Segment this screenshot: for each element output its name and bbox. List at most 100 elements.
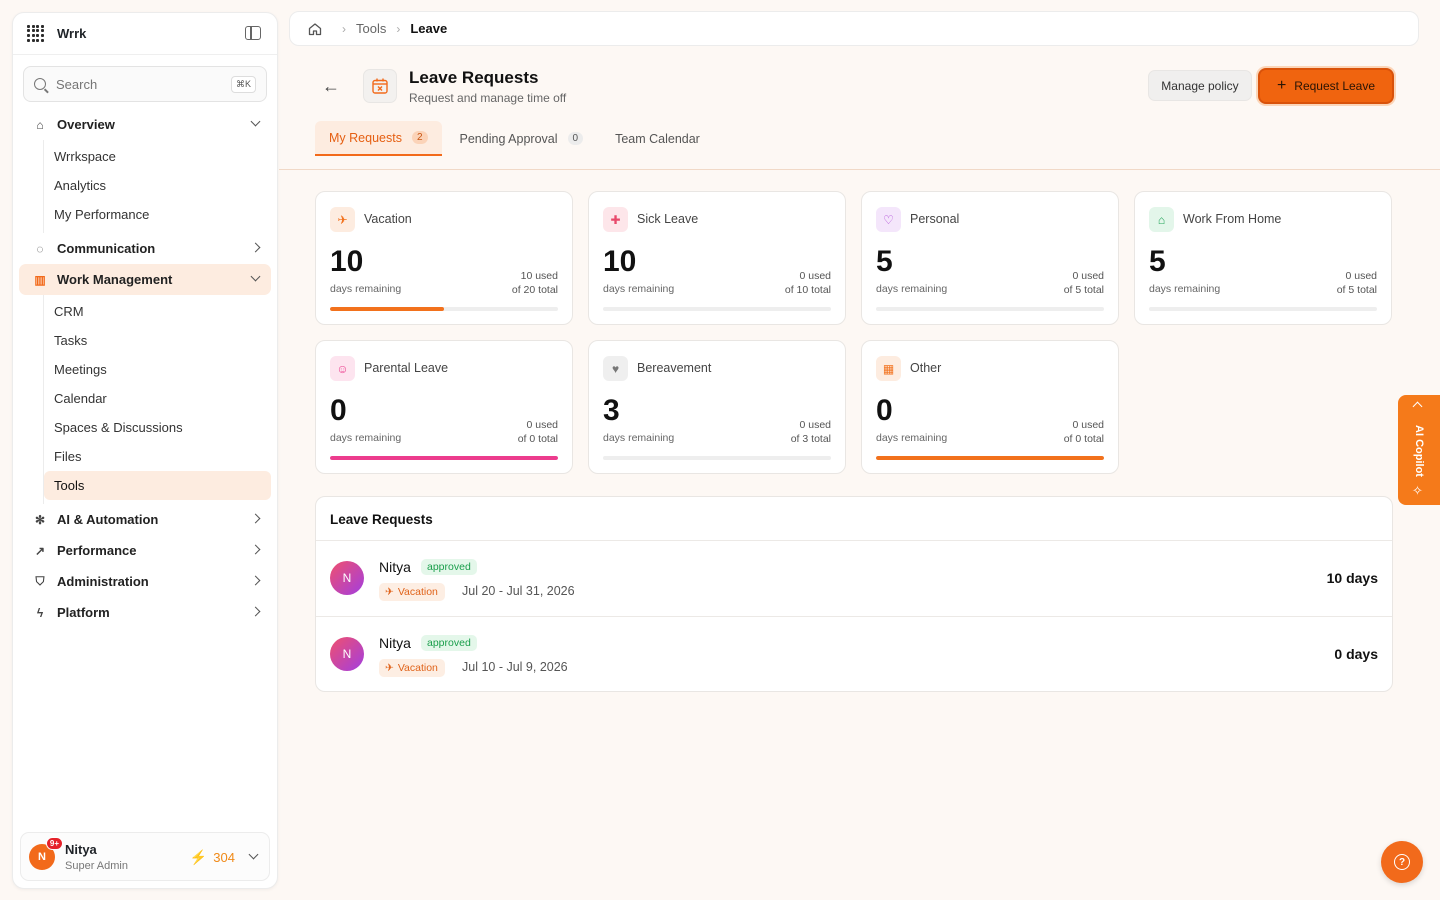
balance-remaining-label: days remaining: [603, 283, 675, 295]
heart-icon: ♡: [876, 207, 901, 232]
balance-remaining-label: days remaining: [876, 283, 948, 295]
duration: 0 days: [1334, 646, 1378, 662]
sidebar-item-spaces[interactable]: Spaces & Discussions: [54, 420, 183, 435]
chevron-right-icon: [250, 242, 261, 253]
balance-type: Work From Home: [1183, 212, 1282, 226]
lightning-icon: ⚡: [189, 849, 208, 865]
tab-divider: [279, 169, 1440, 170]
plane-icon: ✈: [330, 207, 355, 232]
tab-my-requests[interactable]: My Requests 2: [315, 121, 442, 156]
wrrk-logo-icon: [27, 24, 45, 43]
list-item[interactable]: N Nitya approved ✈ Vacation Jul 10 - Jul …: [316, 616, 1392, 692]
balance-remaining: 5: [876, 245, 893, 278]
overview-submenu: Wrrkspace Analytics My Performance: [43, 140, 277, 233]
plane-icon: ✈: [385, 662, 394, 674]
sidebar-toggle-icon[interactable]: [245, 26, 261, 40]
notification-badge: 9+: [45, 836, 63, 850]
copilot-label: AI Copilot: [1413, 425, 1425, 477]
balance-card-parental-leave: ☺ Parental Leave 0 days remaining 0 used…: [315, 340, 573, 474]
balance-remaining: 10: [603, 245, 637, 278]
balance-usage: 0 used of 5 total: [1064, 269, 1104, 297]
balance-usage: 10 used of 20 total: [512, 269, 558, 297]
sidebar-item-files[interactable]: Files: [54, 449, 82, 464]
balance-card-other: ▦ Other 0 days remaining 0 used of 0 tota…: [861, 340, 1119, 474]
home-icon[interactable]: [308, 22, 322, 36]
sidebar-item-wrrkspace[interactable]: Wrrkspace: [54, 149, 116, 164]
balance-progress-bar: [1149, 307, 1377, 311]
shield-icon: ⛉: [35, 574, 45, 588]
tab-count-badge: 0: [567, 132, 584, 145]
used-text: 0 used: [799, 419, 831, 431]
avatar: N 9+: [29, 836, 63, 870]
balance-remaining: 0: [876, 394, 893, 427]
avatar-initial: N: [38, 850, 46, 863]
balance-remaining: 5: [1149, 245, 1166, 278]
request-leave-button[interactable]: + Request Leave: [1258, 68, 1394, 104]
atom-icon: ✻: [34, 512, 46, 527]
sidebar-section-overview[interactable]: ⌂ Overview: [19, 109, 271, 140]
sidebar-item-crm[interactable]: CRM: [54, 304, 84, 319]
breadcrumb-tools[interactable]: Tools: [356, 21, 387, 36]
chevron-down-icon[interactable]: [248, 849, 259, 860]
sidebar-section-administration[interactable]: ⛉ Administration: [19, 566, 271, 597]
breadcrumb-separator-icon: ›: [342, 21, 346, 36]
tab-team-calendar[interactable]: Team Calendar: [601, 121, 714, 156]
balance-type: Personal: [910, 212, 960, 226]
section-label: Platform: [57, 605, 110, 620]
sidebar-item-meetings[interactable]: Meetings: [54, 362, 107, 377]
help-button[interactable]: ?: [1381, 841, 1423, 883]
sidebar-section-communication[interactable]: ◌ Communication: [19, 233, 271, 264]
total-text: of 3 total: [790, 433, 831, 445]
total-text: of 20 total: [511, 284, 558, 296]
section-label: Communication: [57, 241, 156, 256]
sidebar-item-tasks[interactable]: Tasks: [54, 333, 88, 348]
trend-chart-icon: ↗: [34, 543, 46, 558]
points-value: 304: [213, 850, 235, 865]
sidebar-item-tools[interactable]: Tools: [44, 471, 271, 500]
breadcrumb-separator-icon: ›: [396, 21, 401, 36]
sidebar-item-analytics[interactable]: Analytics: [54, 178, 107, 193]
manage-policy-button[interactable]: Manage policy: [1148, 70, 1252, 101]
total-text: of 0 total: [1063, 433, 1104, 445]
balance-usage: 0 used of 3 total: [791, 418, 831, 446]
section-label: Overview: [57, 117, 115, 132]
sidebar-item-my-performance[interactable]: My Performance: [54, 207, 150, 222]
balance-remaining: 10: [330, 245, 364, 278]
used-text: 0 used: [799, 270, 831, 282]
breadcrumb-current: Leave: [410, 21, 448, 36]
ai-copilot-tab[interactable]: AI Copilot ✧: [1398, 395, 1440, 505]
balance-usage: 0 used of 5 total: [1337, 269, 1377, 297]
balance-remaining: 3: [603, 394, 620, 427]
balance-progress-bar: [603, 307, 831, 311]
user-menu[interactable]: N 9+ Nitya Super Admin ⚡ 304: [20, 832, 270, 881]
section-label: Administration: [57, 574, 149, 589]
chevron-right-icon: [250, 575, 261, 586]
balance-progress-bar: [876, 456, 1104, 460]
search-input[interactable]: [56, 76, 236, 92]
back-arrow-icon[interactable]: ←: [322, 76, 340, 96]
page-subtitle: Request and manage time off: [409, 91, 567, 105]
search-box[interactable]: ⌘K: [23, 66, 267, 102]
search-shortcut: ⌘K: [230, 76, 256, 93]
sidebar-item-calendar[interactable]: Calendar: [54, 391, 107, 406]
total-text: of 10 total: [784, 284, 831, 296]
sidebar-section-ai-automation[interactable]: ✻ AI & Automation: [19, 504, 271, 535]
medical-cross-icon: ✚: [603, 207, 628, 232]
sidebar-section-work-management[interactable]: ▥ Work Management: [19, 264, 271, 295]
chat-bubble-icon: ◌: [36, 241, 44, 256]
leave-type-badge: ✈ Vacation: [379, 659, 445, 677]
chevron-right-icon: [250, 513, 261, 524]
section-label: Work Management: [57, 272, 173, 287]
status-badge: approved: [421, 559, 477, 575]
balance-type: Sick Leave: [637, 212, 699, 226]
sidebar-section-performance[interactable]: ↗ Performance: [19, 535, 271, 566]
total-text: of 0 total: [517, 433, 558, 445]
balance-progress-bar: [330, 456, 558, 460]
balance-progress-fill: [330, 307, 444, 311]
used-text: 0 used: [1345, 270, 1377, 282]
breadcrumb: › Tools › Leave: [289, 11, 1419, 46]
balance-remaining-label: days remaining: [603, 432, 675, 444]
tab-pending-approval[interactable]: Pending Approval 0: [446, 121, 598, 156]
list-item[interactable]: N Nitya approved ✈ Vacation Jul 20 - Jul …: [316, 540, 1392, 616]
sidebar-section-platform[interactable]: ϟ Platform: [19, 597, 271, 628]
